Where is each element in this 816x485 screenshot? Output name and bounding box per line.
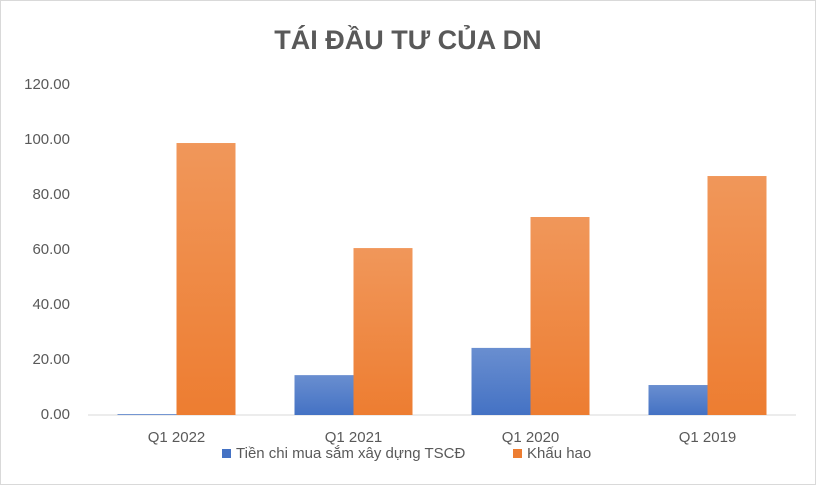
y-tick-label: 0.00 [41, 406, 70, 423]
y-tick-label: 40.00 [32, 296, 70, 313]
bar [471, 347, 531, 415]
legend-label: Tiền chi mua sắm xây dựng TSCĐ [236, 445, 465, 462]
legend-swatch [513, 449, 522, 458]
bar [117, 414, 177, 415]
bar [648, 385, 708, 415]
bar [294, 375, 354, 415]
bar [176, 143, 236, 415]
chart-title: TÁI ĐẦU TƯ CỦA DN [274, 23, 541, 55]
y-tick-label: 60.00 [32, 241, 70, 258]
y-tick-label: 80.00 [32, 186, 70, 203]
x-tick-label: Q1 2020 [502, 429, 560, 446]
x-tick-label: Q1 2022 [148, 429, 206, 446]
y-tick-label: 120.00 [24, 76, 70, 93]
bar [353, 248, 413, 415]
y-tick-label: 100.00 [24, 131, 70, 148]
y-tick-label: 20.00 [32, 351, 70, 368]
x-tick-label: Q1 2021 [325, 429, 383, 446]
bar [707, 176, 767, 415]
legend-swatch [222, 449, 231, 458]
legend-label: Khấu hao [527, 445, 591, 462]
x-tick-label: Q1 2019 [679, 429, 737, 446]
bar [530, 217, 590, 415]
